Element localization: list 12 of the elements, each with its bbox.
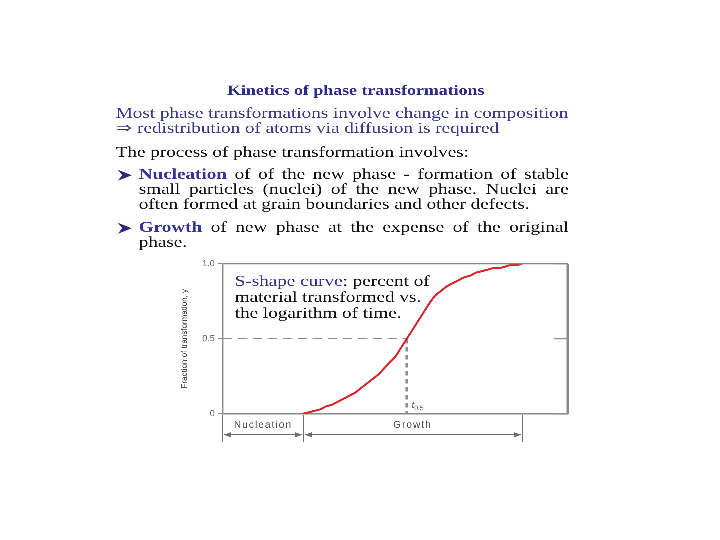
y-tick-label: 0 [210,408,215,418]
y-tick-label: 0.5 [202,333,215,344]
text: The process of phase transformation involves: [116,145,470,161]
chart-title: Kinetics of phase transformations [226,84,486,100]
text: Nucleation of of the new phase - formation of stable small particles (nuclei) of the new phase. Nuclei are often formed at grain boundaries and other defects. [139,167,569,213]
text: Growth of new phase at the expense of the original phase. [139,220,569,251]
text: Nucleation [233,420,294,432]
y-tick-label: 1.0 [202,258,215,268]
annotation: S-shape curve: percent of material transformed vs. the logarithm of time. [235,274,430,322]
y-axis-title: Fraction of transformation, y [180,289,190,389]
text: Growth [392,420,434,432]
chart-subtitle: Most phase transformations involve change in composition ⇒ redistribution of atoms via diffusion is required [116,106,570,137]
